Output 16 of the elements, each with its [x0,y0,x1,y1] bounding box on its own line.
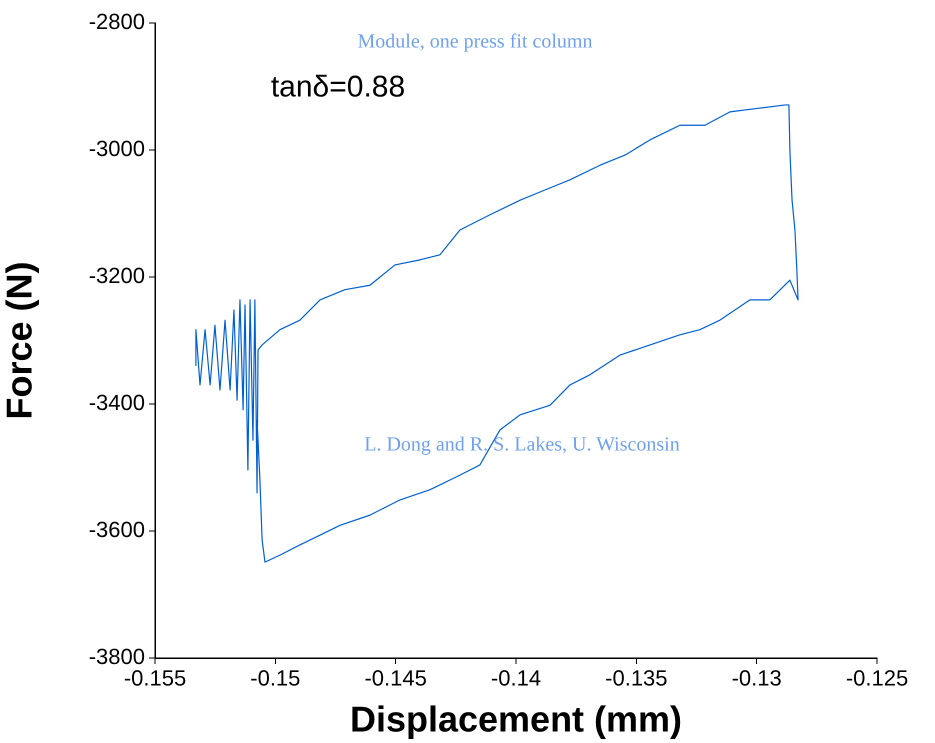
x-tick-label: -0.135 [605,665,668,690]
x-tick-label: -0.15 [250,665,300,690]
x-tick-label: -0.13 [732,665,782,690]
y-axis-title: Force (N) [0,261,40,420]
y-tick-label: -3600 [88,517,145,542]
y-tick-label: -3400 [88,390,145,416]
x-tick-label: -0.14 [490,665,542,690]
y-tick-label: -3000 [88,136,145,162]
x-axis-title: Displacement (mm) [350,698,682,740]
annotation: tanδ=0.88 [270,70,406,104]
y-tick-label: -3200 [88,263,145,288]
x-tick-label: -0.125 [846,665,908,690]
x-tick-label: -0.145 [364,665,427,690]
y-tick-label: -2800 [88,9,145,34]
annotation: L. Dong and R. S. Lakes, U. Wisconsin [364,433,680,456]
annotation: Module, one press fit column [358,30,592,52]
